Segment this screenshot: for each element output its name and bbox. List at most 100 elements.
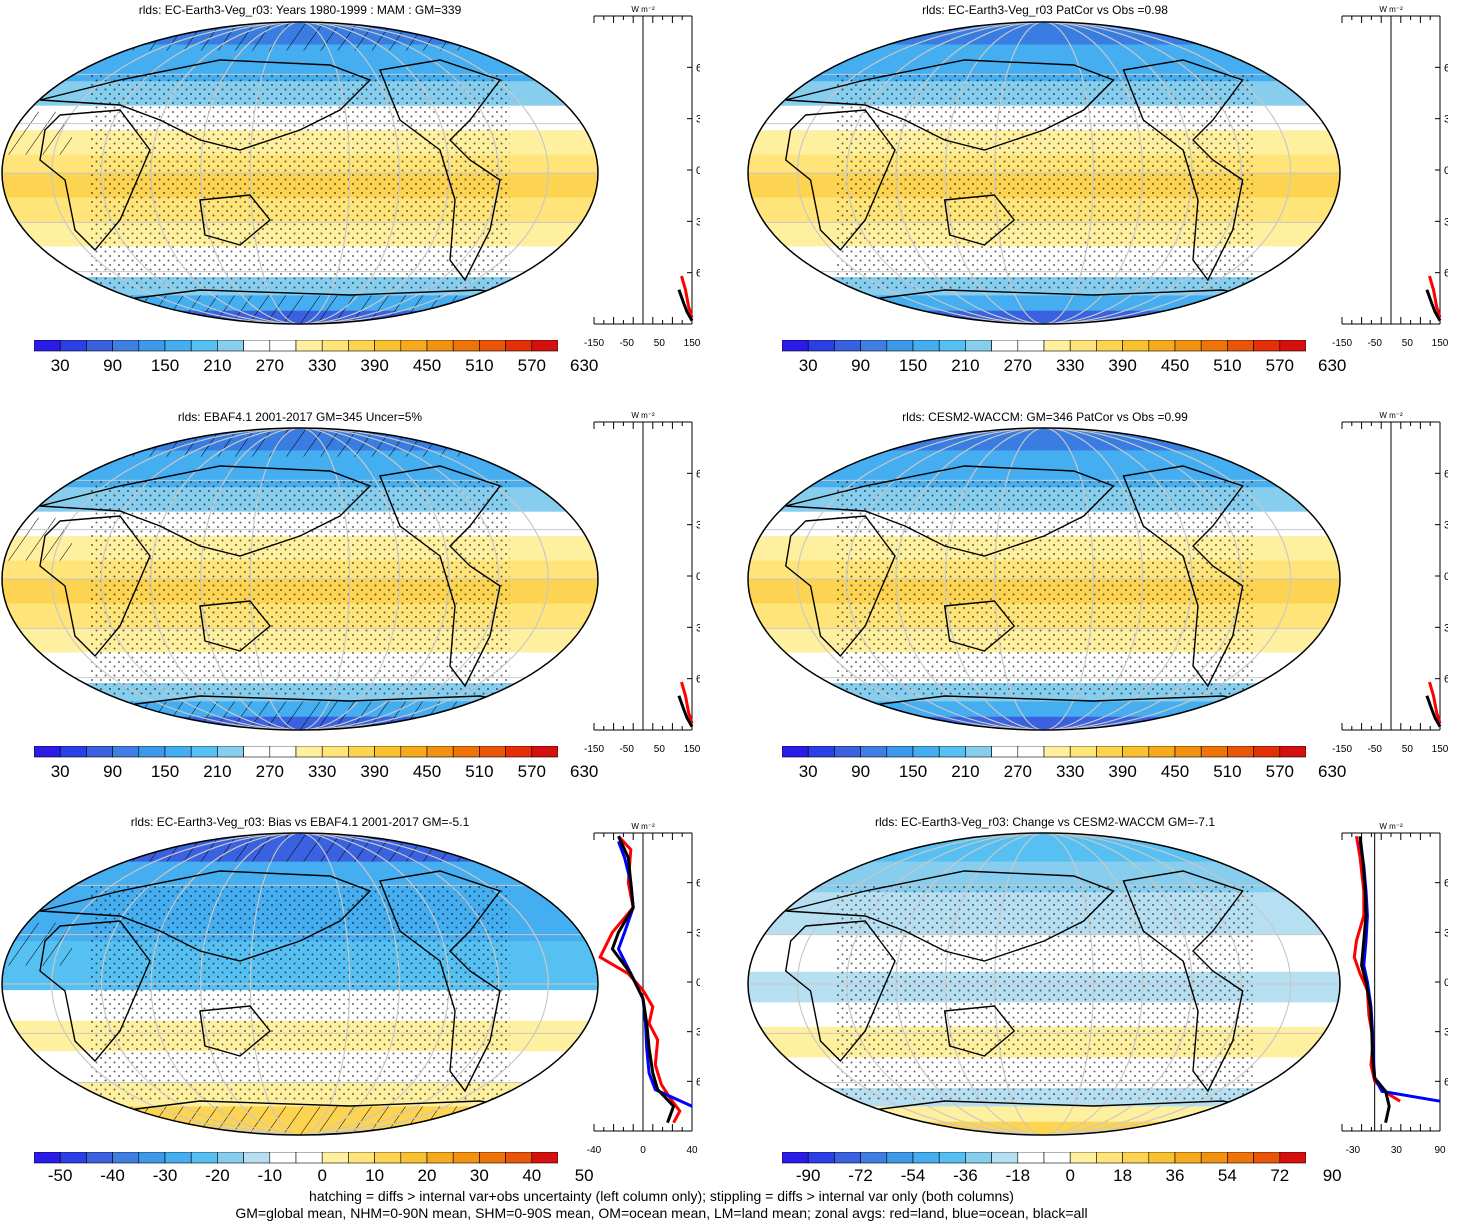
colorbar-tick-label: 270	[1003, 762, 1032, 781]
colorbar-swatch	[531, 746, 558, 758]
zonal-lat-label: 30S	[696, 1027, 700, 1039]
colorbar-tick-label: -90	[795, 1166, 821, 1185]
colorbar-tick-label: 510	[465, 762, 494, 781]
colorbar-swatch	[1253, 340, 1281, 352]
zonal-mean-curve	[680, 275, 694, 318]
colorbar-tick-label: 90	[103, 762, 123, 781]
zonal-lat-label: 0	[696, 165, 700, 177]
colorbar-swatch	[1043, 746, 1071, 758]
colorbar-swatch	[782, 746, 809, 758]
colorbar-swatch	[400, 340, 428, 352]
colorbar-tick-label: 570	[517, 762, 546, 781]
colorbar-swatch	[295, 340, 323, 352]
colorbar-swatch	[965, 1152, 992, 1164]
colorbar-swatch	[965, 746, 992, 758]
colorbar-tick-label: 150	[898, 762, 928, 781]
colorbar-tick-label: 570	[517, 356, 546, 375]
colorbar-swatch	[807, 340, 835, 352]
hatching	[2, 517, 72, 561]
longitude-line	[994, 22, 1094, 324]
zonal-tick-label: 50	[1402, 744, 1414, 754]
panel-title: rlds: CESM2-WACCM: GM=346 PatCor vs Obs …	[902, 410, 1188, 424]
colorbar-tick-label: 30	[469, 1166, 489, 1185]
colorbar-tick-label: 270	[255, 356, 284, 375]
colorbar-swatch	[452, 340, 480, 352]
colorbar-swatch	[1253, 746, 1281, 758]
colorbar-swatch	[374, 746, 402, 758]
zonal-tick-label: -150	[1332, 744, 1352, 754]
colorbar-tick-label: 450	[1160, 762, 1190, 781]
map-plot	[747, 832, 1341, 1136]
field-band	[748, 295, 1340, 312]
zonal-mean-curve	[1428, 275, 1442, 318]
zonal-tick-label: 40	[686, 1145, 698, 1156]
coastline	[943, 600, 1016, 652]
colorbar-swatch	[860, 340, 888, 352]
colorbar-swatch	[321, 1152, 349, 1164]
longitude-line	[796, 833, 1292, 1135]
colorbar-swatch	[400, 1152, 428, 1164]
stippling	[90, 75, 510, 290]
colorbar-swatch	[479, 340, 506, 352]
zonal-lat-label: 30N	[696, 114, 700, 126]
zonal-mean-curve	[677, 289, 694, 322]
colorbar-tick-label: 390	[1108, 762, 1137, 781]
coastline	[943, 194, 1016, 246]
zonal-lat-label: 60N	[696, 468, 700, 480]
colorbar-swatch	[269, 340, 297, 352]
colorbar-swatch	[1174, 1152, 1202, 1164]
map-plot	[1, 832, 599, 1136]
coastline	[199, 1005, 271, 1057]
colorbar-swatch	[1043, 340, 1071, 352]
coastline	[943, 1005, 1016, 1057]
colorbar-labels: 30 90 150 210 270 330 390 450 510 570 630	[34, 762, 599, 784]
zonal-unit-label: W m⁻²	[631, 411, 655, 420]
zonal-mean-plot: W m⁻² 60N 30N 0 30S 60S -150 -50 50 150	[1332, 411, 1448, 754]
zonal-lat-label: 60N	[696, 878, 700, 890]
coastline	[39, 515, 151, 658]
zonal-lat-label: 0	[1444, 977, 1448, 989]
colorbar-swatch	[1122, 340, 1150, 352]
colorbar-swatch	[1148, 1152, 1176, 1164]
coastline	[785, 870, 1115, 962]
zonal-lat-label: 0	[696, 977, 700, 989]
longitude-line	[944, 428, 1144, 730]
colorbar-swatch	[938, 746, 966, 758]
colorbar-swatch	[112, 1152, 140, 1164]
colorbar-tick-label: 150	[150, 762, 180, 781]
colorbar-swatch	[505, 340, 533, 352]
colorbar-swatch	[426, 746, 454, 758]
colorbar-swatch	[243, 1152, 271, 1164]
hatching	[2, 111, 72, 155]
zonal-lat-label: 60S	[696, 268, 700, 280]
zonal-lat-label: 30S	[1444, 216, 1448, 228]
colorbar	[34, 746, 558, 758]
zonal-unit-label: W m⁻²	[1379, 5, 1403, 14]
colorbar-tick-label: 90	[103, 356, 123, 375]
colorbar-swatch	[1017, 746, 1045, 758]
stippling	[835, 886, 1253, 1101]
stippling	[90, 886, 510, 1101]
zonal-lat-label: 30N	[696, 520, 700, 532]
colorbar-swatch	[217, 1152, 244, 1164]
colorbar	[782, 746, 1306, 758]
zonal-tick-label: -30	[1346, 1145, 1361, 1156]
zonal-lat-label: 30S	[696, 622, 700, 634]
colorbar-swatch	[1069, 1152, 1097, 1164]
map-border	[747, 21, 1341, 325]
colorbar-swatch	[1122, 746, 1150, 758]
hatching	[2, 1106, 598, 1135]
colorbar-swatch	[1069, 340, 1097, 352]
map-border	[1, 21, 599, 325]
colorbar-swatch	[164, 746, 192, 758]
colorbar-tick-label: 72	[1270, 1166, 1290, 1185]
colorbar-swatch	[834, 1152, 861, 1164]
colorbar-swatch	[1200, 1152, 1228, 1164]
stippling	[835, 75, 1253, 290]
longitude-line	[51, 428, 549, 730]
colorbar-tick-label: 270	[255, 762, 284, 781]
colorbar	[34, 1152, 558, 1164]
colorbar-tick-label: 0	[1065, 1166, 1075, 1185]
colorbar-swatch	[321, 746, 349, 758]
zonal-lat-label: 60S	[696, 674, 700, 686]
